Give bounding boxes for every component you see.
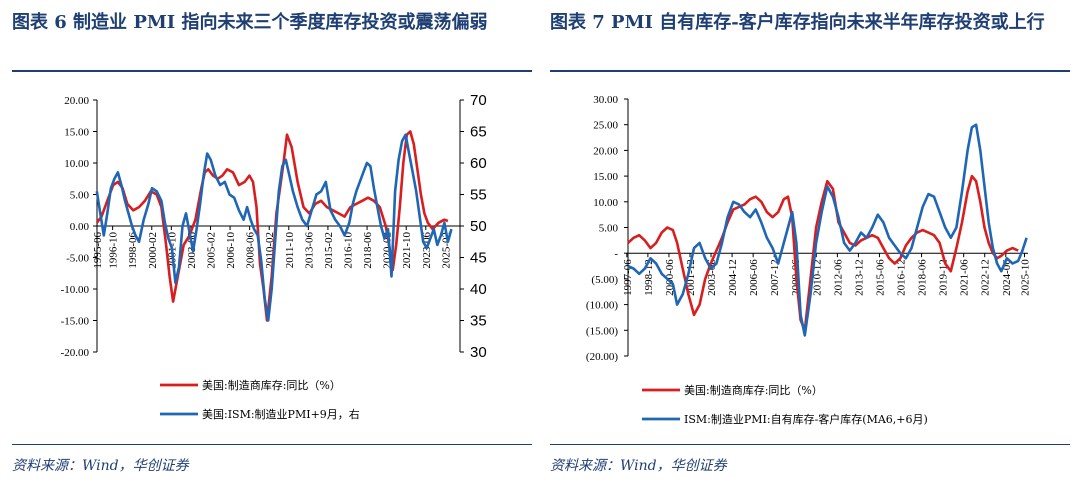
series-line-ism-pmi — [95, 133, 453, 322]
y-tick-label: - — [614, 248, 618, 260]
x-tick-label: 2013-12 — [853, 259, 865, 296]
series-line-inventory — [627, 174, 1019, 332]
right-source-note: 资料来源：Wind，华创证券 — [550, 458, 727, 474]
legend-label: 美国:制造商库存:同比（%） — [202, 378, 341, 392]
right-y-tick-label: 45 — [470, 250, 487, 267]
y-tick-label: (10.00) — [586, 300, 618, 312]
x-tick-label: 2008-06 — [245, 232, 257, 269]
left-y-tick-label: -15.00 — [61, 316, 90, 328]
legend-label: 美国:制造商库存:同比（%） — [684, 383, 823, 397]
right-chart: 30.00 25.00 20.00 15.00 10.00 5.00 - (5.00) (10.… — [586, 94, 1032, 426]
series-line-own-minus-customer — [627, 123, 1028, 337]
x-tick-label: 2011-10 — [284, 232, 296, 269]
x-tick-label: 2007-12 — [769, 259, 781, 296]
left-y-tick-label: 20.00 — [64, 95, 89, 107]
x-tick-label: 2004-12 — [727, 259, 739, 296]
y-tick-label: 30.00 — [593, 94, 618, 106]
right-y-tick-label: 65 — [470, 124, 487, 141]
x-tick-label: 2024-06 — [1001, 259, 1013, 296]
y-tick-label: 15.00 — [593, 171, 618, 183]
x-tick-label: 2015-06 — [874, 259, 886, 296]
y-tick-label: 5.00 — [599, 223, 619, 235]
x-tick-label: 2018-06 — [362, 232, 374, 269]
right-title-rule — [550, 70, 1070, 72]
legend-label: 美国:ISM:制造业PMI+9月，右 — [202, 407, 360, 421]
left-y-tick-label: 5.00 — [70, 190, 90, 202]
left-y-tick-label: -5.00 — [66, 253, 89, 265]
right-y-tick-label: 70 — [470, 92, 487, 109]
x-tick-label: 2012-06 — [832, 259, 844, 296]
left-y-tick-label: -20.00 — [61, 347, 90, 359]
x-tick-label: 1996-10 — [108, 232, 120, 269]
left-panel: 图表 6 制造业 PMI 指向未来三个季度库存投资或震荡偏弱 20.00 15.0… — [12, 0, 532, 485]
right-y-tick-label: 40 — [470, 281, 487, 298]
right-y-tick-label: 50 — [470, 218, 487, 235]
y-tick-label: (5.00) — [591, 274, 618, 286]
right-y-tick-label: 30 — [470, 344, 487, 361]
left-title-rule — [12, 70, 532, 72]
x-tick-label: 2018-06 — [917, 259, 929, 296]
x-tick-label: 2021-10 — [401, 232, 413, 269]
y-tick-label: 25.00 — [593, 120, 618, 132]
right-figure-title: 图表 7 PMI 自有库存-客户库存指向未来半年库存投资或上行 — [550, 12, 1045, 33]
left-source-rule — [12, 444, 532, 445]
y-tick-label: (20.00) — [586, 351, 618, 363]
y-tick-label: (15.00) — [586, 325, 618, 337]
left-figure-title: 图表 6 制造业 PMI 指向未来三个季度库存投资或震荡偏弱 — [12, 12, 488, 33]
right-y-tick-label: 35 — [470, 313, 487, 330]
x-tick-label: 2006-10 — [225, 232, 237, 269]
right-y-tick-label: 55 — [470, 187, 487, 204]
legend-label: ISM:制造业PMI:自有库存-客户库存(MA6,+6月) — [684, 412, 928, 426]
left-chart: 20.00 15.00 10.00 5.00 0.00 -5.00 -10.00 -15.00… — [61, 92, 487, 421]
x-tick-label: 2021-06 — [959, 259, 971, 296]
x-tick-label: 2015-02 — [323, 232, 335, 269]
y-tick-label: 10.00 — [593, 197, 618, 209]
right-y-tick-label: 60 — [470, 155, 487, 172]
x-tick-label: 2025-10 — [1019, 259, 1031, 296]
left-y-tick-label: 10.00 — [64, 158, 89, 170]
x-tick-label: 2005-02 — [205, 232, 217, 269]
x-tick-label: 2006-06 — [748, 259, 760, 296]
left-y-tick-label: 0.00 — [70, 221, 90, 233]
x-tick-label: 2000-02 — [147, 232, 159, 269]
left-y-tick-label: -10.00 — [61, 284, 90, 296]
right-source-rule — [550, 444, 1070, 445]
x-tick-label: 1998-12 — [643, 259, 655, 296]
y-tick-label: 20.00 — [593, 145, 618, 157]
x-tick-label: 2016-10 — [342, 232, 354, 269]
x-tick-label: 1998-06 — [127, 232, 139, 269]
x-tick-label: 1995-06 — [92, 232, 104, 269]
x-tick-label: 2016-12 — [896, 259, 908, 296]
left-y-tick-label: 15.00 — [64, 127, 89, 139]
x-tick-label: 2013-06 — [303, 232, 315, 269]
right-panel: 图表 7 PMI 自有库存-客户库存指向未来半年库存投资或上行 30.00 25.… — [550, 0, 1070, 485]
x-tick-label: 2019-12 — [938, 259, 950, 296]
left-source-note: 资料来源：Wind，华创证券 — [12, 458, 189, 474]
x-tick-label: 1997-06 — [622, 259, 634, 296]
x-tick-label: 2022-12 — [980, 259, 992, 296]
